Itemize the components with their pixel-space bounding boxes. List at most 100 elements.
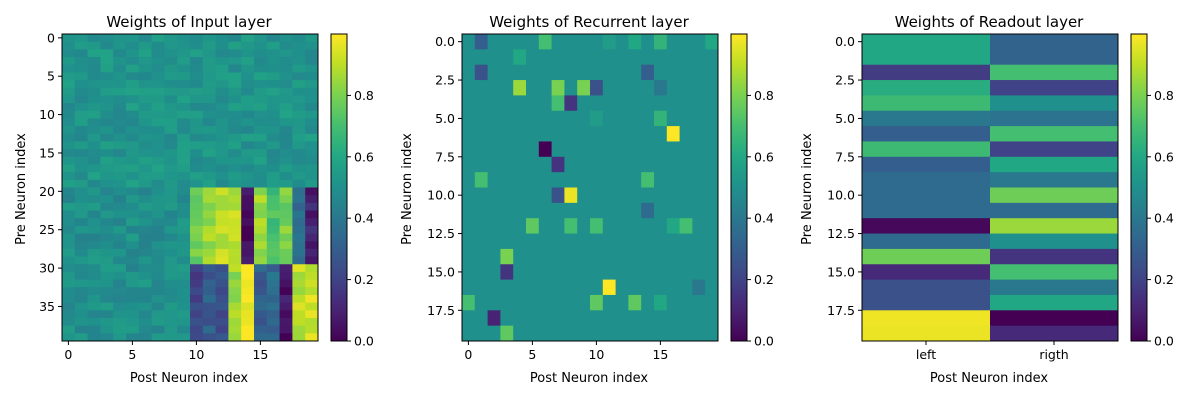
heatmap-cell [202,118,217,127]
heatmap-cell [164,187,178,196]
colorbar-tick-label: 0.8 [1154,88,1174,103]
heatmap-cell [654,325,668,342]
heatmap-cell [666,202,681,219]
heatmap-cell [538,279,553,296]
heatmap-cell [215,271,229,281]
heatmap-cell [654,34,668,50]
heatmap-cell [113,271,127,281]
heatmap-cell [487,248,501,265]
heatmap-cell [228,241,242,250]
heatmap-cell [138,103,153,112]
heatmap-cell [177,317,191,327]
heatmap-cell [151,187,165,196]
heatmap-cell [654,126,668,142]
heatmap-cell [215,149,229,158]
heatmap-cell [215,241,229,250]
heatmap-cell [628,34,642,50]
heatmap-cell [74,172,89,181]
heatmap-cell [615,80,629,96]
colorbar-tick-label: 0.6 [1154,149,1174,164]
colorbar-tick-label: 0.8 [754,88,774,103]
heatmap-cell [215,333,229,342]
heatmap-cell [113,41,127,50]
heatmap-cell [164,126,178,135]
heatmap-cell [62,149,76,158]
heatmap-cell [126,279,140,288]
heatmap-cell [615,202,629,219]
heatmap-cell [113,141,127,150]
heatmap-cell [87,287,101,296]
heatmap-cell [254,256,268,265]
heatmap-cell [551,264,565,281]
heatmap-cell [254,195,268,204]
heatmap-cell [279,187,293,196]
y-tick-label: 10 [39,107,55,122]
heatmap-cell [74,141,89,150]
heatmap-cell [241,287,255,296]
heatmap-cell [87,256,101,265]
heatmap-cell [228,34,242,43]
heatmap-cell [151,279,165,288]
heatmap-cell [74,195,89,204]
heatmap-cell [500,156,514,173]
heatmap-cell [177,110,191,119]
heatmap-cell [113,333,127,342]
heatmap-cell [190,57,204,66]
heatmap-cell [513,279,527,296]
heatmap-cell [74,164,89,173]
colorbar-tick-label: 0.2 [754,272,774,287]
heatmap-cell [87,195,101,204]
heatmap-cell [628,248,642,265]
heatmap-cell [74,302,89,311]
heatmap-cell [62,195,76,204]
heatmap-cell [164,210,178,219]
heatmap-cell [551,233,565,250]
heatmap-cell [487,294,501,311]
heatmap-cell [151,95,165,104]
heatmap-cell [462,49,476,66]
heatmap-cell [487,172,501,188]
heatmap-cell [526,279,540,296]
heatmap-cell [164,103,178,112]
x-tick-label: 10 [588,347,604,362]
heatmap-cell [462,325,476,342]
heatmap-cell [254,179,268,188]
heatmap-cell [241,49,255,58]
heatmap-cell [164,317,178,327]
heatmap-cell [266,57,281,66]
heatmap-cell [241,317,255,327]
heatmap-cell [487,126,501,142]
heatmap-cell [138,80,153,89]
heatmap-cell [113,49,127,58]
heatmap-cell [254,118,268,127]
heatmap-cell [202,264,217,273]
heatmap-cell [474,126,489,142]
heatmap-cell [615,264,629,281]
heatmap-cell [228,248,242,258]
x-axis-label: Post Neuron index [130,371,249,386]
heatmap-cell [241,302,255,311]
heatmap-cell [62,287,76,296]
heatmap-cell [292,225,306,235]
heatmap-cell [590,218,604,235]
heatmap-cell [241,57,255,66]
heatmap-cell [577,110,591,127]
heatmap-cell [266,302,281,311]
heatmap-cell [500,310,514,327]
heatmap-cell [305,279,319,288]
heatmap-cell [164,156,178,165]
y-tick-label: 5 [47,69,55,84]
heatmap-cell [177,210,191,219]
heatmap-cell [202,164,217,173]
heatmap-cell [279,218,293,227]
heatmap-cell [151,310,165,319]
heatmap-cell [590,34,604,50]
colorbar-gradient [330,33,348,342]
heatmap-cell [74,264,89,273]
heatmap-cell [590,110,604,127]
heatmap-cell [564,141,578,158]
heatmap-cell [679,95,693,112]
heatmap-cell [87,179,101,188]
heatmap-cell [462,294,476,311]
heatmap-cell [641,95,655,112]
